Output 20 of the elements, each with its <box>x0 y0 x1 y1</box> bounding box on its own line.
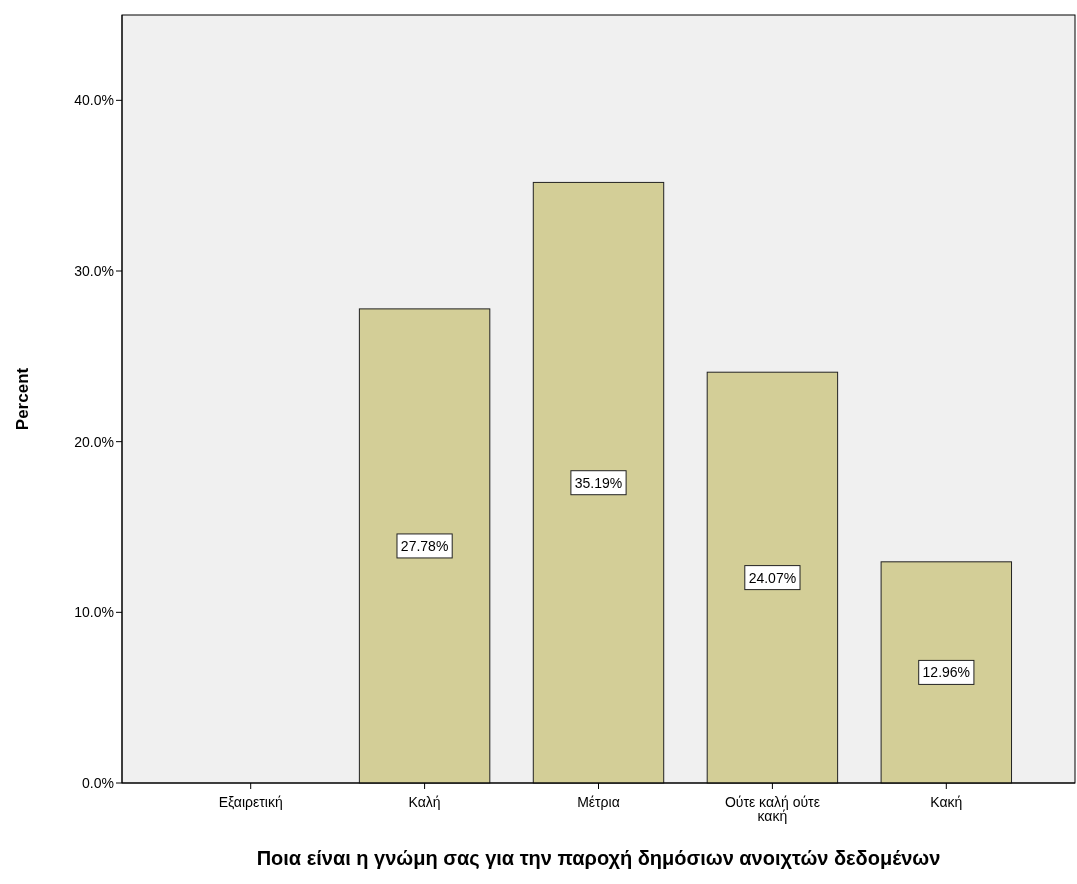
y-tick-label: 0.0% <box>82 775 114 791</box>
data-label: 12.96% <box>922 664 971 681</box>
x-axis-title: Ποια είναι η γνώμη σας για την παροχή δημόσιων ανοιχτών δεδομένων <box>256 847 941 869</box>
x-tick-label: Μέτρια <box>577 794 620 810</box>
y-axis-title: Percent <box>13 367 32 431</box>
bar <box>880 561 1013 784</box>
y-tick-label: 10.0% <box>74 604 114 621</box>
data-label: 35.19% <box>574 474 623 491</box>
y-tick-label: 30.0% <box>74 263 114 279</box>
x-tick-label: Κακή <box>930 794 963 810</box>
x-tick-label: Ούτε καλή ούτε κακή <box>724 794 820 824</box>
y-tick-label: 40.0% <box>74 92 114 109</box>
bar <box>706 371 839 784</box>
y-tick-label: 20.0% <box>74 433 114 450</box>
x-tick-label: Καλή <box>408 794 441 810</box>
data-label: 24.07% <box>748 569 797 586</box>
bar <box>358 308 491 784</box>
x-tick-label: Εξαιρετική <box>218 794 283 810</box>
data-label: 27.78% <box>400 537 449 554</box>
bar <box>532 181 665 784</box>
